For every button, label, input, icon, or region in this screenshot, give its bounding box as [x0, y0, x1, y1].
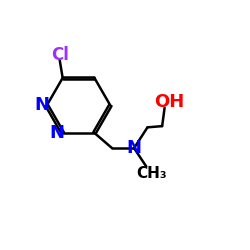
Text: CH₃: CH₃ [136, 166, 167, 181]
Text: OH: OH [154, 94, 184, 112]
Text: Cl: Cl [51, 46, 69, 64]
Text: N: N [50, 124, 65, 142]
Text: N: N [34, 96, 49, 114]
Text: N: N [126, 139, 142, 157]
